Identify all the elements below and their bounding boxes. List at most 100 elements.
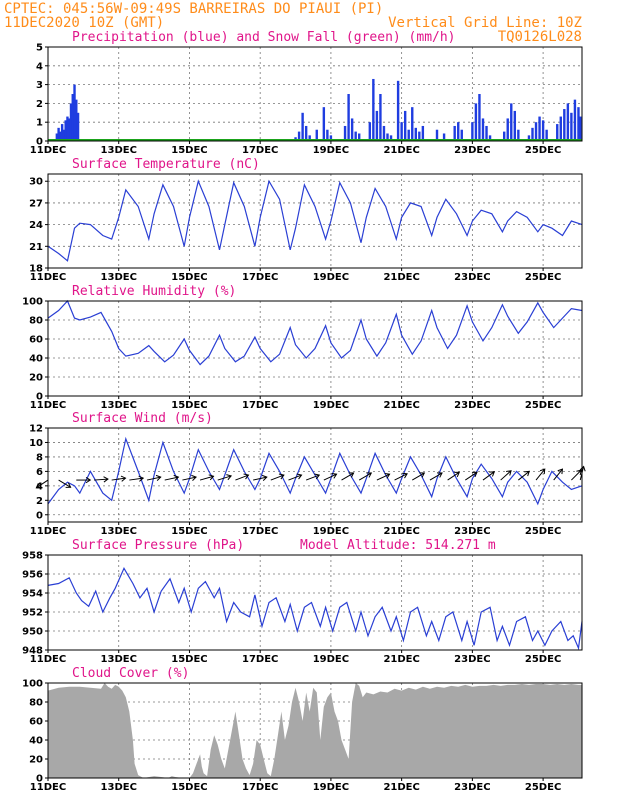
- y-tick-label: 2: [36, 496, 43, 507]
- header-station: CPTEC: 045:56W-09:49S BARREIRAS DO PIAUI…: [4, 1, 383, 17]
- y-tick-label: 24: [29, 220, 43, 231]
- wind-arrow: [270, 474, 285, 481]
- x-tick-label: 17DEC: [242, 526, 278, 537]
- precipitation-bar: [566, 103, 570, 141]
- precipitation-bar: [75, 99, 78, 141]
- precipitation-bar: [527, 135, 531, 141]
- precipitation-bar: [59, 131, 62, 141]
- wind-arrow: [235, 474, 249, 481]
- precipitation-bar: [435, 129, 439, 141]
- y-tick-label: 12: [29, 424, 43, 435]
- panel-frame: [47, 554, 583, 651]
- precipitation-bar: [71, 94, 74, 141]
- x-tick-label: 23DEC: [454, 782, 490, 793]
- precipitation-bar: [506, 118, 509, 141]
- precipitation-bar: [301, 112, 304, 141]
- x-tick-label: 11DEC: [30, 145, 66, 156]
- x-tick-label: 19DEC: [313, 654, 349, 665]
- precipitation-bar: [382, 125, 386, 141]
- x-tick-label: 17DEC: [242, 782, 278, 793]
- x-tick-label: 13DEC: [101, 526, 137, 537]
- precipitation-bar: [69, 103, 73, 141]
- x-tick-label: 13DEC: [101, 782, 137, 793]
- x-tick-label: 21DEC: [383, 400, 419, 411]
- wind-arrow-head: [296, 473, 303, 480]
- wind-arrow: [376, 473, 390, 481]
- y-tick-label: 954: [22, 589, 43, 600]
- x-tick-label: 11DEC: [30, 272, 66, 283]
- x-tick-label: 25DEC: [525, 782, 561, 793]
- x-tick-label: 25DEC: [525, 654, 561, 665]
- precipitation-bar: [68, 118, 71, 141]
- x-tick-label: 11DEC: [30, 400, 66, 411]
- x-tick-label: 19DEC: [313, 526, 349, 537]
- header-vertical-grid-note: Vertical Grid Line: 10Z: [388, 15, 582, 31]
- panel-title: Surface Pressure (hPa): [72, 538, 244, 553]
- x-tick-label: 17DEC: [242, 272, 278, 283]
- precipitation-bar: [460, 129, 463, 141]
- wind-arrow: [111, 477, 126, 481]
- header-init-time: 11DEC2020 10Z (GMT): [4, 15, 164, 31]
- precipitation-bar: [358, 133, 361, 141]
- y-tick-label: 27: [29, 198, 43, 209]
- wind-arrow-head: [579, 465, 586, 472]
- y-tick-label: 18: [29, 264, 43, 275]
- x-tick-label: 23DEC: [454, 526, 490, 537]
- precipitation-bar: [510, 103, 513, 141]
- surface-pressure-line: [47, 566, 583, 651]
- x-tick-label: 21DEC: [383, 272, 419, 283]
- wind-arrow: [217, 475, 232, 481]
- wind-arrow-head: [524, 470, 531, 477]
- wind-speed-line: [47, 436, 583, 506]
- precipitation-bar: [457, 122, 460, 141]
- y-tick-label: 40: [29, 736, 43, 747]
- precipitation-bar: [308, 135, 311, 141]
- precipitation-bar: [343, 125, 347, 141]
- precipitation-bar: [350, 118, 354, 141]
- panel-6: 0 20 40 60 80 100 11DEC 13DEC 15DEC 17DEC 19DEC 21D…: [22, 666, 583, 793]
- wind-arrow: [535, 468, 546, 481]
- x-tick-label: 25DEC: [525, 145, 561, 156]
- precipitation-bar: [329, 135, 333, 141]
- x-tick-label: 17DEC: [242, 145, 278, 156]
- panel-5: 948 950 952 954 956 958 11DEC 13DEC 15DEC 17DEC 19…: [22, 538, 583, 665]
- wind-arrow-head: [419, 472, 426, 478]
- wind-arrow: [199, 475, 214, 481]
- panel-1: 0 1 2 3 4 5 11DEC 13DEC 15DEC 17DEC 19DEC 21DEC 23DE…: [30, 30, 583, 156]
- wind-arrow-head: [437, 472, 443, 478]
- wind-arrow: [288, 474, 302, 481]
- precipitation-bar: [517, 129, 520, 141]
- wind-arrow-head: [155, 474, 162, 481]
- x-tick-label: 25DEC: [525, 400, 561, 411]
- y-tick-label: 0: [36, 137, 43, 148]
- precipitation-bar: [570, 112, 573, 141]
- wind-arrow: [305, 474, 320, 481]
- x-tick-label: 19DEC: [313, 400, 349, 411]
- precipitation-bar: [513, 110, 517, 141]
- precipitation-bar: [453, 125, 456, 141]
- precipitation-bar: [411, 107, 414, 141]
- wind-arrow-head: [261, 474, 268, 481]
- wind-arrow-head: [120, 475, 127, 482]
- precipitation-bar: [66, 116, 69, 141]
- panel-annotation: Model Altitude: 514.271 m: [300, 538, 496, 553]
- wind-arrow: [129, 477, 144, 481]
- panel-frame: [47, 46, 583, 142]
- panel-title: Relative Humidity (%): [72, 284, 236, 299]
- precipitation-bar: [418, 131, 421, 141]
- wind-arrow-head: [384, 473, 391, 479]
- y-tick-label: 0: [36, 510, 43, 521]
- wind-arrow: [146, 476, 161, 481]
- wind-arrow-head: [331, 473, 338, 479]
- x-tick-label: 25DEC: [525, 526, 561, 537]
- precipitation-bar: [73, 84, 76, 141]
- x-tick-label: 15DEC: [171, 400, 207, 411]
- precipitation-bar: [354, 131, 357, 141]
- precipitation-bar: [64, 120, 67, 141]
- x-tick-label: 23DEC: [454, 272, 490, 283]
- y-tick-label: 6: [36, 467, 43, 478]
- y-tick-label: 21: [29, 242, 43, 253]
- wind-arrow: [553, 468, 563, 481]
- precipitation-bar: [379, 94, 382, 141]
